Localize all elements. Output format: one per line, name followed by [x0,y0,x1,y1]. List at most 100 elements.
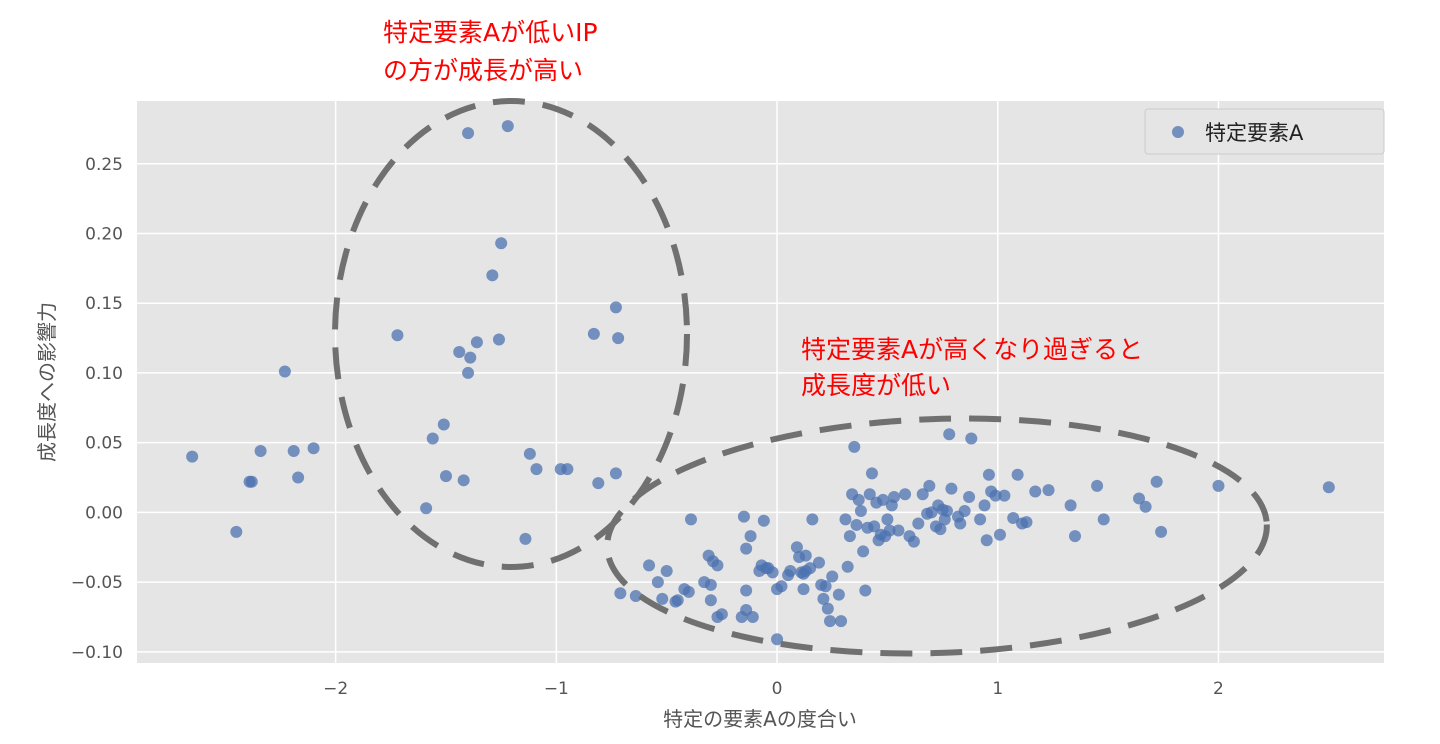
x-axis-label: 特定の要素Aの度合い [663,707,857,731]
data-point [715,608,728,621]
data-point [982,468,995,481]
data-point [523,447,536,460]
x-tick-label: 0 [772,679,783,699]
data-point [230,525,243,538]
legend: 特定要素A [1144,108,1385,155]
data-point [848,440,861,453]
annotation-low-a-line-2: の方が成長が高い [383,56,583,85]
data-point [843,530,856,543]
data-point [744,530,757,543]
y-tick-label: −0.10 [71,643,123,663]
data-point [186,450,199,463]
data-point [426,432,439,445]
data-point [711,559,724,572]
data-point [963,491,976,504]
data-point [784,564,797,577]
data-point [978,499,991,512]
data-point [609,467,622,480]
data-point [462,127,475,140]
x-axis-ticks: −2 −1 0 1 2 [323,679,1224,699]
y-tick-label: 0.10 [85,364,123,384]
data-point [254,445,267,458]
data-point [1011,468,1024,481]
data-point [980,534,993,547]
plot-background [137,101,1384,663]
data-point [998,489,1011,502]
data-point [704,594,717,607]
data-point [420,502,433,515]
x-tick-label: −1 [544,679,569,699]
data-point [704,578,717,591]
data-point [790,541,803,554]
data-point [1042,484,1055,497]
data-point [457,474,470,487]
y-tick-label: 0.05 [85,434,123,454]
data-point [826,570,839,583]
data-point [660,564,673,577]
data-point [857,545,870,558]
data-point [832,588,845,601]
data-point [797,583,810,596]
data-point [1150,475,1163,488]
data-point [850,518,863,531]
data-point [1097,513,1110,526]
data-point [883,524,896,537]
data-point [737,510,750,523]
data-point [934,523,947,536]
data-points [186,120,1335,646]
data-point [1069,530,1082,543]
data-point [841,560,854,573]
data-point [656,592,669,605]
data-point [912,517,925,530]
data-point [307,442,320,455]
data-point [1064,499,1077,512]
data-point [817,592,830,605]
legend-marker [1172,126,1184,138]
data-point [437,418,450,431]
annotation-low-a-line-1: 特定要素Aが低いIP [383,18,598,47]
x-tick-label: 1 [992,679,1003,699]
data-point [682,585,695,598]
y-tick-label: 0.15 [85,294,123,314]
data-point [806,513,819,526]
y-axis-label: 成長度への影響力 [35,302,59,462]
data-point [993,528,1006,541]
data-point [954,517,967,530]
data-point [771,633,784,646]
data-point [868,520,881,533]
data-point [501,120,514,133]
data-point [1212,479,1225,492]
data-point [470,336,483,349]
data-point [495,237,508,250]
data-point [684,513,697,526]
y-tick-label: 0.00 [85,503,123,523]
data-point [775,580,788,593]
data-point [766,566,779,579]
x-tick-label: −2 [323,679,348,699]
data-point [859,584,872,597]
data-point [907,535,920,548]
data-point [287,445,300,458]
data-point [812,556,825,569]
data-point [852,493,865,506]
data-point [1322,481,1335,494]
data-point [1133,492,1146,505]
data-point [278,365,291,378]
annotation-high-a-line-1: 特定要素Aが高くなり過ぎると [801,335,1143,364]
data-point [876,493,889,506]
data-point [439,470,452,483]
data-point [587,327,600,340]
data-point [854,504,867,517]
data-point [643,559,656,572]
legend-label: 特定要素A [1205,121,1304,145]
data-point [651,576,664,589]
data-point [629,590,642,603]
data-point [821,602,834,615]
data-point [916,488,929,501]
data-point [923,479,936,492]
data-point [965,432,978,445]
grid-lines [137,101,1384,663]
data-point [799,549,812,562]
data-point [945,482,958,495]
